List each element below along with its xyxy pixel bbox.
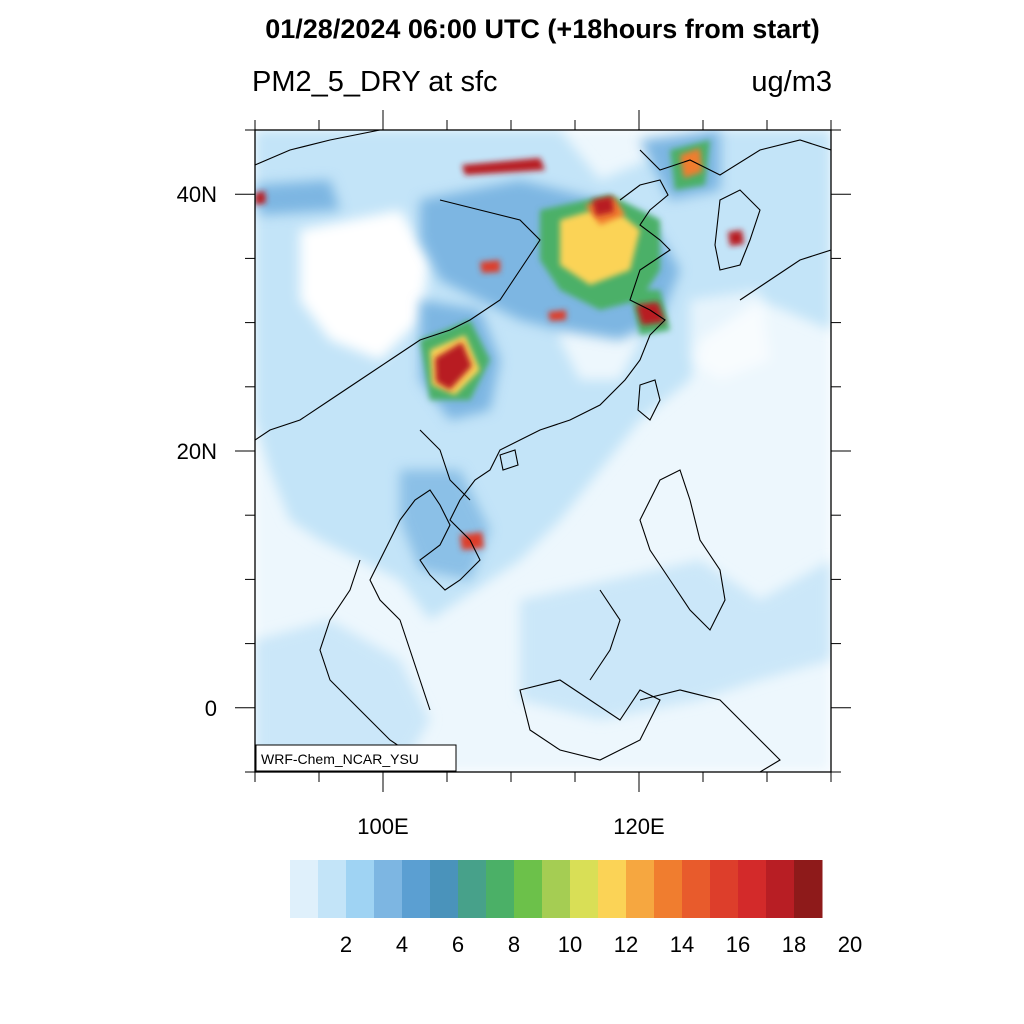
units-label: ug/m3 <box>751 66 832 98</box>
colorbar-swatch <box>710 860 739 918</box>
coastlines <box>255 130 831 772</box>
colorbar-swatch <box>542 860 571 918</box>
colorbar: 2 4 6 8 10 12 14 16 18 20 <box>290 860 862 957</box>
colorbar-swatch <box>346 860 375 918</box>
colorbar-label: 8 <box>508 932 520 957</box>
lon-tick-label: 100E <box>357 814 408 839</box>
colorbar-label: 2 <box>340 932 352 957</box>
colorbar-label: 20 <box>838 932 862 957</box>
colorbar-swatch <box>374 860 403 918</box>
pm25-field <box>255 130 831 772</box>
colorbar-swatch <box>486 860 515 918</box>
colorbar-label: 16 <box>726 932 750 957</box>
colorbar-label: 14 <box>670 932 694 957</box>
axis-ticks: 100E 120E 40N 20N 0 <box>177 110 851 839</box>
colorbar-swatch <box>514 860 543 918</box>
lat-tick-label: 0 <box>205 696 217 721</box>
colorbar-swatch <box>794 860 823 918</box>
colorbar-label: 18 <box>782 932 806 957</box>
colorbar-label: 4 <box>396 932 408 957</box>
colorbar-swatch <box>430 860 459 918</box>
colorbar-swatch <box>402 860 431 918</box>
colorbar-label: 12 <box>614 932 638 957</box>
model-label: WRF-Chem_NCAR_YSU <box>261 751 419 767</box>
colorbar-swatch <box>458 860 487 918</box>
lon-tick-label: 120E <box>613 814 664 839</box>
colorbar-swatch <box>626 860 655 918</box>
model-label-box: WRF-Chem_NCAR_YSU <box>255 744 457 772</box>
lat-tick-label: 40N <box>177 182 217 207</box>
colorbar-label: 10 <box>558 932 582 957</box>
colorbar-swatch <box>570 860 599 918</box>
map-title: 01/28/2024 06:00 UTC (+18hours from star… <box>265 14 820 44</box>
colorbar-swatch <box>738 860 767 918</box>
colorbar-swatch <box>318 860 347 918</box>
variable-name: PM2_5_DRY at sfc <box>252 66 498 98</box>
colorbar-swatch <box>290 860 319 918</box>
colorbar-swatch <box>598 860 627 918</box>
lat-tick-label: 20N <box>177 439 217 464</box>
colorbar-swatch <box>766 860 795 918</box>
colorbar-swatch <box>682 860 711 918</box>
colorbar-swatch <box>654 860 683 918</box>
colorbar-label: 6 <box>452 932 464 957</box>
